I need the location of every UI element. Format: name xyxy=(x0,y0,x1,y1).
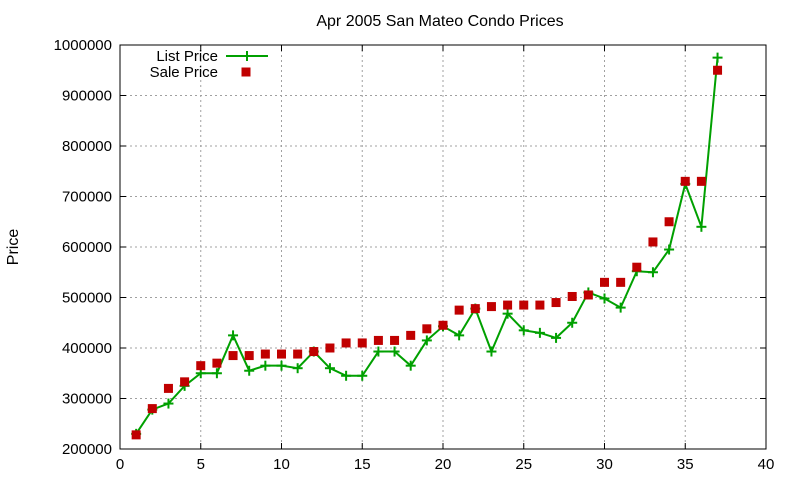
data-point xyxy=(277,349,286,359)
data-point xyxy=(454,305,464,315)
x-tick-label: 0 xyxy=(116,456,124,473)
series-list-price xyxy=(131,52,723,439)
y-tick-label: 600000 xyxy=(62,239,112,256)
x-tick-label: 25 xyxy=(515,456,532,473)
data-point xyxy=(486,346,497,357)
data-point xyxy=(421,335,432,346)
data-point xyxy=(373,346,384,357)
data-point xyxy=(615,302,626,313)
data-point xyxy=(713,65,723,75)
x-tick-label: 15 xyxy=(354,456,371,473)
data-point xyxy=(470,304,480,314)
data-point xyxy=(244,365,255,376)
data-point xyxy=(390,335,400,345)
legend-item: Sale Price xyxy=(150,64,251,81)
x-tick-label: 40 xyxy=(758,456,775,473)
data-point xyxy=(535,300,545,310)
series-sale-price xyxy=(131,65,723,440)
data-point xyxy=(599,293,610,304)
data-point xyxy=(664,217,674,227)
data-point xyxy=(405,360,416,371)
data-point xyxy=(648,237,658,247)
data-point xyxy=(244,351,254,361)
data-point xyxy=(357,338,367,348)
data-point xyxy=(696,176,706,186)
legend-label: Sale Price xyxy=(150,64,218,81)
data-point xyxy=(486,302,496,312)
data-point xyxy=(696,221,707,232)
data-point xyxy=(260,349,270,359)
y-tick-label: 800000 xyxy=(62,138,112,155)
data-point xyxy=(276,360,287,371)
legend-label: List Price xyxy=(156,48,218,65)
data-point xyxy=(163,398,174,409)
data-point xyxy=(293,349,303,359)
data-point xyxy=(534,327,545,338)
data-point xyxy=(147,404,157,414)
x-tick-label: 20 xyxy=(435,456,452,473)
x-tick-label: 5 xyxy=(197,456,205,473)
x-tick-label: 30 xyxy=(596,456,613,473)
data-point xyxy=(664,244,675,255)
legend-marker xyxy=(241,67,251,77)
data-point xyxy=(567,291,577,301)
data-point xyxy=(406,330,416,340)
data-point xyxy=(518,325,529,336)
data-point xyxy=(616,277,626,287)
x-tick-label: 10 xyxy=(273,456,290,473)
data-point xyxy=(211,368,222,379)
data-point xyxy=(131,430,141,440)
data-point xyxy=(373,335,383,345)
y-tick-label: 500000 xyxy=(62,290,112,307)
series-line xyxy=(135,57,719,435)
data-point xyxy=(583,290,593,300)
data-point xyxy=(341,338,351,348)
data-point xyxy=(600,277,609,287)
data-point xyxy=(632,262,642,272)
series-layer xyxy=(131,52,723,440)
data-point xyxy=(324,363,335,374)
data-point xyxy=(551,332,562,343)
axis-ticks: 0 5 10 15 20 25 30 35 40 200000 300000 400000 500000… xyxy=(54,37,775,473)
data-point xyxy=(712,52,723,63)
data-point xyxy=(212,358,222,368)
data-point xyxy=(519,300,529,310)
data-point xyxy=(260,360,271,371)
legend-marker xyxy=(242,51,252,61)
data-point xyxy=(180,377,190,387)
data-point xyxy=(503,300,513,310)
data-point xyxy=(389,346,400,357)
data-point xyxy=(567,317,578,328)
data-point xyxy=(292,363,303,374)
grid xyxy=(120,45,766,449)
chart-title: Apr 2005 San Mateo Condo Prices xyxy=(316,13,563,30)
y-tick-label: 300000 xyxy=(62,391,112,408)
y-tick-label: 700000 xyxy=(62,189,112,206)
y-tick-label: 400000 xyxy=(62,340,112,357)
y-tick-label: 200000 xyxy=(62,441,112,458)
x-tick-label: 35 xyxy=(677,456,694,473)
data-point xyxy=(647,267,658,278)
legend-item: List Price xyxy=(156,48,268,65)
data-point xyxy=(309,347,319,357)
data-point xyxy=(438,320,448,330)
data-point xyxy=(422,324,432,334)
data-point xyxy=(357,370,368,381)
data-point xyxy=(551,298,561,308)
y-axis-label: Price xyxy=(5,229,22,266)
y-tick-label: 1000000 xyxy=(54,37,112,54)
data-point xyxy=(228,351,238,361)
data-point xyxy=(163,383,173,393)
data-point xyxy=(454,330,465,341)
data-point xyxy=(196,361,206,371)
data-point xyxy=(341,370,352,381)
data-point xyxy=(228,330,239,341)
data-point xyxy=(325,343,335,353)
data-point xyxy=(680,176,690,186)
data-point xyxy=(502,308,513,319)
y-tick-label: 900000 xyxy=(62,88,112,105)
